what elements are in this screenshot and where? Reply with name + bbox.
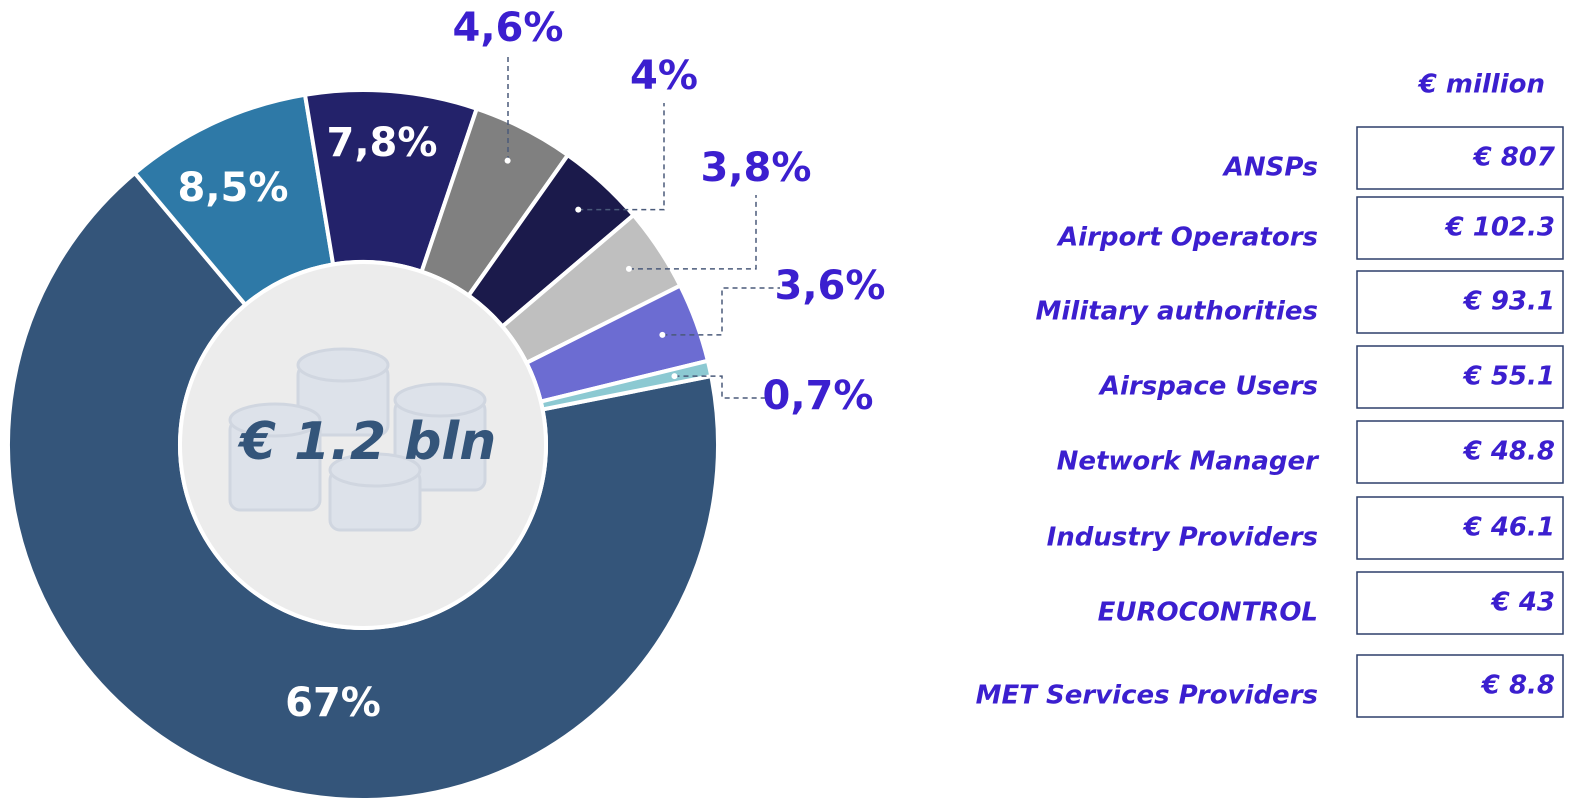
value-label: 0,7% bbox=[763, 373, 874, 419]
row-amount: € 43 bbox=[1490, 588, 1555, 618]
leader-dot bbox=[575, 206, 582, 213]
amount-box bbox=[1356, 270, 1564, 334]
value-label: 8,5% bbox=[178, 165, 289, 211]
row-name: Military authorities bbox=[1036, 297, 1318, 327]
leader-line bbox=[578, 103, 665, 211]
amount-box bbox=[1356, 654, 1564, 718]
amount-box bbox=[1356, 126, 1564, 190]
row-amount: € 8.8 bbox=[1480, 671, 1555, 701]
unit-label: € million bbox=[1417, 70, 1545, 100]
leader-line bbox=[628, 195, 757, 270]
row-amount: € 807 bbox=[1472, 143, 1556, 173]
amount-box bbox=[1356, 571, 1564, 635]
row-name: Airspace Users bbox=[1098, 372, 1318, 402]
row-amount: € 93.1 bbox=[1462, 287, 1555, 317]
leader-dot bbox=[671, 373, 678, 380]
amount-box bbox=[1356, 496, 1564, 560]
amount-box bbox=[1356, 345, 1564, 409]
leader-line bbox=[662, 287, 780, 336]
value-label: 4,6% bbox=[453, 5, 564, 51]
row-name: MET Services Providers bbox=[976, 681, 1318, 711]
leader-dot bbox=[625, 265, 632, 272]
amount-box bbox=[1356, 196, 1564, 260]
leader-line bbox=[674, 375, 768, 399]
value-label: 3,6% bbox=[775, 263, 886, 309]
row-name: ANSPs bbox=[1222, 153, 1318, 183]
coins-icon bbox=[228, 347, 487, 532]
center-label: € 1.2 bln bbox=[237, 412, 497, 472]
row-name: EUROCONTROL bbox=[1098, 598, 1318, 628]
value-label: 7,8% bbox=[327, 120, 438, 166]
leader-dot bbox=[504, 157, 511, 164]
value-label: 4% bbox=[630, 53, 698, 99]
row-amount: € 55.1 bbox=[1462, 362, 1555, 392]
amount-box bbox=[1356, 420, 1564, 484]
row-amount: € 48.8 bbox=[1462, 437, 1555, 467]
row-name: Network Manager bbox=[1057, 447, 1321, 477]
row-amount: € 46.1 bbox=[1462, 513, 1555, 543]
leader-dot bbox=[659, 331, 666, 338]
row-name: Industry Providers bbox=[1047, 523, 1318, 553]
donut-center bbox=[178, 260, 548, 630]
value-label: 67% bbox=[285, 680, 381, 726]
row-amount: € 102.3 bbox=[1444, 213, 1555, 243]
value-label: 3,8% bbox=[701, 145, 812, 191]
row-name: Airport Operators bbox=[1056, 223, 1318, 253]
